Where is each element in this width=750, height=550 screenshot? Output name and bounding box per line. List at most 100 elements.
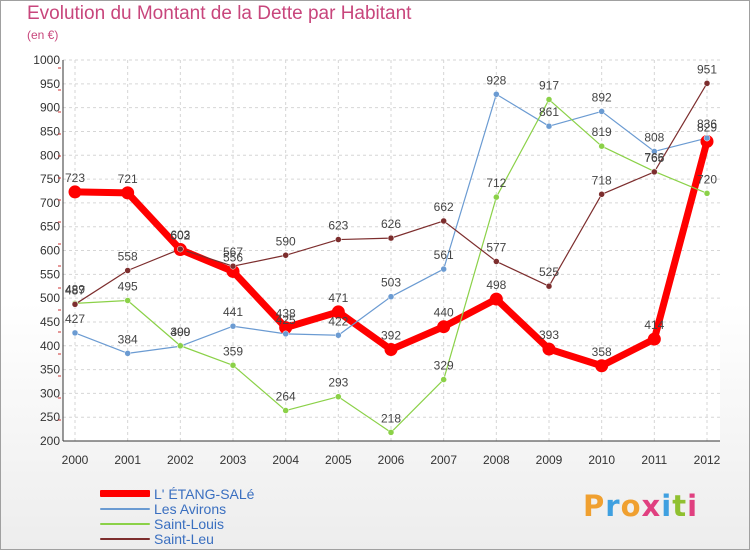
data-label: 917 bbox=[539, 79, 559, 93]
data-label: 392 bbox=[381, 329, 401, 343]
data-label: 829 bbox=[697, 120, 717, 134]
data-label: 556 bbox=[223, 250, 243, 264]
data-label: 662 bbox=[434, 200, 454, 214]
series-point bbox=[124, 297, 131, 304]
data-label: 264 bbox=[276, 390, 296, 404]
data-label: 623 bbox=[328, 219, 348, 233]
y-tick-label: 300 bbox=[40, 386, 60, 400]
legend-swatch bbox=[100, 508, 150, 510]
data-label: 329 bbox=[434, 359, 454, 373]
data-label: 495 bbox=[118, 280, 138, 294]
x-tick-label: 2012 bbox=[694, 453, 721, 467]
x-tick-label: 2006 bbox=[378, 453, 405, 467]
x-tick-label: 2001 bbox=[114, 453, 141, 467]
series-point bbox=[440, 217, 447, 225]
data-label: 723 bbox=[65, 171, 85, 185]
y-tick-label: 650 bbox=[40, 220, 60, 234]
data-label: 393 bbox=[539, 328, 559, 342]
series-point bbox=[440, 265, 447, 273]
y-tick-label: 600 bbox=[40, 244, 60, 258]
data-label: 438 bbox=[276, 307, 296, 321]
series-point bbox=[545, 122, 553, 130]
series-point bbox=[703, 190, 711, 197]
chart-title: Evolution du Montant de la Dette par Hab… bbox=[27, 3, 412, 24]
y-tick-label: 200 bbox=[40, 434, 60, 448]
data-label: 293 bbox=[328, 376, 348, 390]
series-point bbox=[703, 80, 711, 87]
series-point bbox=[493, 91, 500, 98]
data-label: 951 bbox=[697, 62, 717, 76]
series-point bbox=[651, 168, 658, 176]
data-label: 766 bbox=[644, 150, 664, 164]
logo-letter: P bbox=[583, 489, 606, 523]
data-label: 441 bbox=[223, 305, 243, 319]
x-tick-label: 2010 bbox=[588, 453, 615, 467]
data-label: 358 bbox=[592, 345, 612, 359]
series-point bbox=[229, 362, 237, 369]
y-tick-label: 400 bbox=[40, 339, 60, 353]
series-point bbox=[598, 191, 605, 198]
series-point bbox=[282, 252, 289, 259]
data-label: 892 bbox=[592, 90, 612, 104]
data-label: 489 bbox=[65, 282, 85, 296]
series-point bbox=[121, 186, 135, 200]
logo-letter: t bbox=[672, 489, 688, 523]
series-point bbox=[229, 262, 237, 270]
y-tick-label: 800 bbox=[40, 148, 60, 162]
series-point bbox=[335, 393, 342, 400]
y-tick-label: 900 bbox=[40, 101, 60, 115]
legend-swatch bbox=[100, 523, 150, 525]
data-label: 720 bbox=[697, 172, 717, 186]
series-point bbox=[647, 332, 661, 346]
x-tick-label: 2011 bbox=[641, 453, 667, 467]
series-point bbox=[489, 292, 503, 306]
x-tick-label: 2000 bbox=[62, 453, 89, 467]
data-label: 577 bbox=[486, 240, 506, 254]
y-tick-label: 550 bbox=[40, 267, 60, 281]
series-point bbox=[387, 234, 395, 242]
data-label: 440 bbox=[434, 306, 454, 320]
x-tick-label: 2009 bbox=[536, 453, 563, 467]
data-label: 503 bbox=[381, 276, 401, 290]
data-label: 602 bbox=[170, 229, 190, 243]
y-tick-label: 450 bbox=[40, 315, 60, 329]
data-label: 414 bbox=[644, 318, 664, 332]
y-tick-label: 1000 bbox=[33, 53, 60, 67]
logo-letter: x bbox=[641, 489, 662, 523]
x-tick-label: 2002 bbox=[167, 453, 194, 467]
data-label: 765 bbox=[644, 151, 664, 165]
data-label: 384 bbox=[118, 332, 138, 346]
series-point bbox=[71, 301, 79, 308]
data-label: 399 bbox=[170, 325, 190, 339]
logo-letter: i bbox=[687, 489, 699, 523]
legend-label: L' ÉTANG-SALé bbox=[154, 486, 255, 502]
series-point bbox=[493, 258, 500, 265]
x-tick-label: 2007 bbox=[430, 453, 457, 467]
series-point bbox=[282, 407, 289, 414]
y-tick-label: 950 bbox=[40, 77, 60, 91]
y-tick-label: 750 bbox=[40, 172, 60, 186]
series-point bbox=[124, 350, 131, 357]
data-label: 561 bbox=[434, 248, 454, 262]
series-point bbox=[440, 376, 447, 383]
y-tick-label: 500 bbox=[40, 291, 60, 305]
legend-label: Les Avirons bbox=[154, 501, 227, 517]
data-label: 498 bbox=[486, 278, 506, 292]
series-point bbox=[545, 96, 553, 103]
data-label: 567 bbox=[223, 245, 243, 259]
data-label: 590 bbox=[276, 234, 296, 248]
data-label: 400 bbox=[170, 325, 190, 339]
x-tick-label: 2003 bbox=[220, 453, 247, 467]
y-tick-label: 850 bbox=[40, 124, 60, 138]
data-label: 471 bbox=[328, 291, 348, 305]
data-label: 422 bbox=[328, 314, 348, 328]
series-point bbox=[335, 332, 342, 339]
series-point bbox=[387, 293, 395, 300]
logo-letter: i bbox=[661, 489, 673, 523]
data-label: 525 bbox=[539, 265, 559, 279]
x-tick-label: 2004 bbox=[272, 453, 299, 467]
series-point bbox=[703, 134, 711, 142]
series-point bbox=[124, 267, 131, 274]
data-label: 819 bbox=[592, 125, 612, 139]
series-point bbox=[598, 142, 605, 150]
